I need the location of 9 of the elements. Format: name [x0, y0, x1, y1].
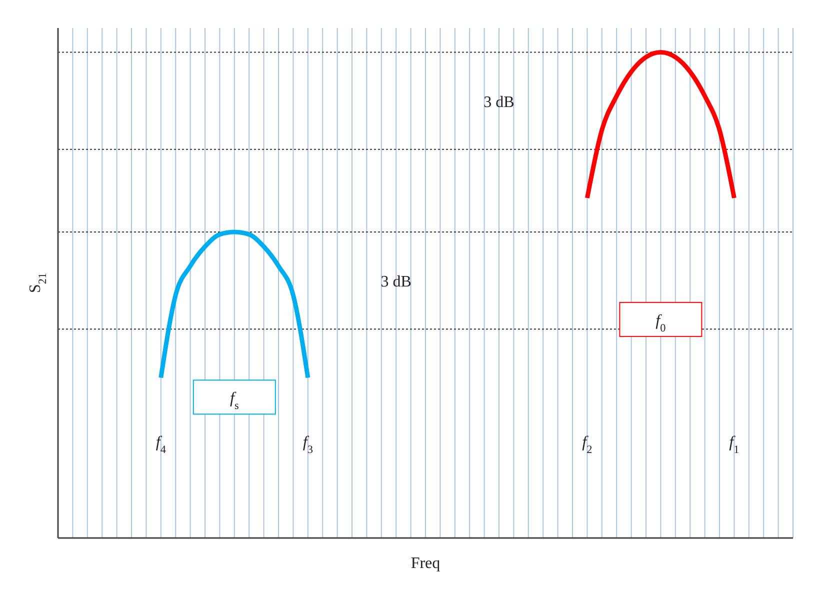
annotation: f$_{3}$ — [302, 434, 314, 456]
annotation: f$_{2}$ — [582, 434, 592, 456]
annotation: f$_{4}$ — [156, 434, 166, 456]
annotation: 3 dB — [380, 274, 412, 291]
annotation: f$_{0}$ — [656, 312, 666, 334]
annotation: f$_{1}$ — [729, 434, 740, 456]
annotation: f$_{s}$ — [230, 390, 239, 412]
annotation: 3 dB — [484, 94, 514, 111]
x-axis-title: Freq — [410, 555, 440, 572]
